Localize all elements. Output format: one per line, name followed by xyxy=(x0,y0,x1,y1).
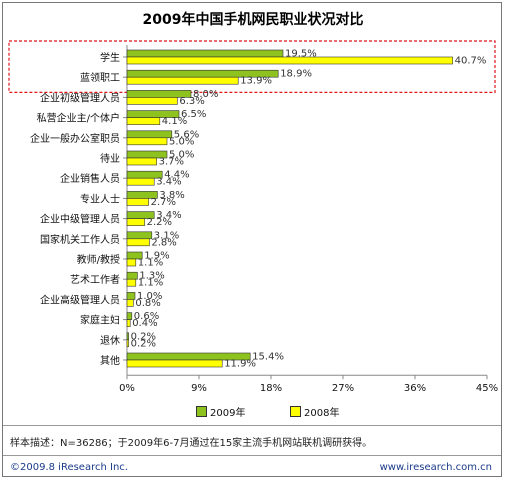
category-label: 企业高级管理人员 xyxy=(40,293,120,306)
data-label: 0.2% xyxy=(131,331,156,342)
data-label: 5.6% xyxy=(174,129,199,140)
bar-2008 xyxy=(126,137,168,146)
category-label: 企业一般办公室职员 xyxy=(30,132,120,145)
category-label: 企业初级管理人员 xyxy=(40,91,120,104)
data-label: 1.3% xyxy=(139,271,164,282)
category-label: 私营企业主/个体户 xyxy=(37,112,120,125)
category-label: 专业人士 xyxy=(80,192,120,205)
data-label: 6.3% xyxy=(179,96,204,107)
bar-2008 xyxy=(126,177,155,186)
separator-line xyxy=(3,425,501,426)
legend-swatch-2009 xyxy=(196,406,207,417)
data-label: 18.9% xyxy=(280,69,312,80)
x-tick-label: 45% xyxy=(476,383,498,394)
bar-2008 xyxy=(126,359,223,368)
data-label: 5.0% xyxy=(169,150,194,161)
legend-swatch-2008 xyxy=(290,406,301,417)
data-label: 15.4% xyxy=(252,352,284,363)
data-label: 13.9% xyxy=(240,76,272,87)
legend-item-2009: 2009年 xyxy=(196,404,245,419)
bar-2008 xyxy=(126,157,157,166)
copyright-text: ©2009.8 iResearch Inc. xyxy=(10,462,128,473)
data-label: 0.8% xyxy=(135,298,160,309)
category-label: 家庭主妇 xyxy=(80,314,120,327)
data-label: 1.9% xyxy=(144,251,169,262)
data-label: 4.1% xyxy=(162,116,187,127)
sample-footnote: 样本描述：N=36286；于2009年6-7月通过在15家主流手机网站联机调研获… xyxy=(10,438,373,449)
data-label: 2.7% xyxy=(151,197,176,208)
data-label: 1.1% xyxy=(138,258,163,269)
x-tick-label: 36% xyxy=(404,383,426,394)
data-label: 2.2% xyxy=(147,217,172,228)
category-label: 企业中级管理人员 xyxy=(40,213,120,226)
data-label: 3.4% xyxy=(156,177,181,188)
x-tick-label: 0% xyxy=(119,383,135,394)
category-label: 蓝领职工 xyxy=(80,71,120,84)
bar-2008 xyxy=(126,319,131,327)
bar-2008 xyxy=(126,117,161,125)
category-label: 国家机关工作人员 xyxy=(40,233,120,246)
data-label: 1.1% xyxy=(138,278,163,289)
bar-2008 xyxy=(126,56,453,65)
website-link: www.iresearch.com.cn xyxy=(379,462,492,473)
bar-2009 xyxy=(126,130,173,139)
separator-line xyxy=(3,455,501,456)
data-label: 3.7% xyxy=(159,157,184,168)
data-label: 3.4% xyxy=(156,210,181,221)
bar-2008 xyxy=(126,258,137,267)
data-label: 19.5% xyxy=(285,49,317,60)
data-label: 6.5% xyxy=(181,109,206,120)
data-label: 5.0% xyxy=(169,136,194,147)
chart-title: 2009年中国手机网民职业状况对比 xyxy=(142,12,364,28)
category-label: 教师/教授 xyxy=(77,253,120,266)
chart-frame xyxy=(2,2,502,477)
category-label: 学生 xyxy=(100,51,120,64)
legend-item-2008: 2008年 xyxy=(290,404,339,419)
category-label: 其他 xyxy=(100,354,120,367)
category-label: 退休 xyxy=(100,335,120,347)
data-label: 2.8% xyxy=(151,237,176,248)
x-tick-label: 18% xyxy=(260,383,282,394)
bar-2008 xyxy=(126,238,150,247)
bar-2008 xyxy=(126,278,137,287)
data-label: 0.2% xyxy=(131,338,156,349)
data-label: 8.0% xyxy=(193,89,218,100)
category-label: 企业销售人员 xyxy=(60,172,120,185)
bar-2008 xyxy=(126,97,178,105)
category-label: 艺术工作者 xyxy=(70,274,120,286)
bar-2008 xyxy=(126,339,129,348)
bar-2009 xyxy=(126,332,129,341)
data-label: 3.1% xyxy=(154,230,179,241)
bar-2008 xyxy=(126,299,134,307)
highlight-box xyxy=(8,40,496,94)
legend-label-2008: 2008年 xyxy=(304,408,340,419)
bar-2009 xyxy=(126,292,136,300)
data-label: 4.4% xyxy=(164,170,189,181)
data-label: 3.8% xyxy=(159,190,184,201)
bar-2008 xyxy=(126,218,145,226)
x-tick-label: 27% xyxy=(332,383,354,394)
legend-label-2009: 2009年 xyxy=(210,408,246,419)
bar-2009 xyxy=(126,312,133,320)
bar-2009 xyxy=(126,49,284,58)
bar-2009 xyxy=(126,231,153,240)
bar-2008 xyxy=(126,198,149,206)
data-label: 0.6% xyxy=(134,311,159,322)
bar-2009 xyxy=(126,271,138,280)
data-label: 1.0% xyxy=(137,291,162,302)
data-label: 11.9% xyxy=(224,359,256,370)
data-label: 0.4% xyxy=(132,318,157,329)
bar-2008 xyxy=(126,76,239,85)
category-label: 待业 xyxy=(100,152,120,165)
x-tick-label: 9% xyxy=(191,383,207,394)
data-label: 40.7% xyxy=(455,56,487,67)
